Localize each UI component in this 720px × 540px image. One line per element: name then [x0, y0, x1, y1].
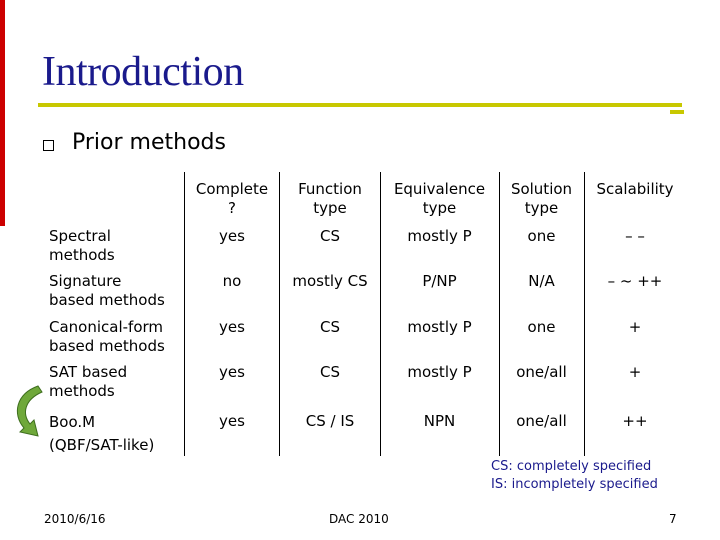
curved-arrow-icon: [16, 385, 43, 437]
table-row-label: Boo.M (QBF/SAT-like): [49, 413, 155, 454]
table-cell: NPN: [423, 412, 456, 430]
table-divider: [499, 172, 500, 456]
table-row-label: Spectral methods: [49, 227, 115, 264]
table-cell: mostly P: [407, 318, 472, 336]
table-cell: yes: [219, 227, 245, 245]
column-header-equivalence-type: Equivalence type: [393, 180, 486, 217]
table-cell: yes: [219, 363, 245, 381]
table-cell: yes: [219, 318, 245, 336]
bullet-text: Prior methods: [72, 130, 226, 155]
table-divider: [584, 172, 585, 456]
legend-note-is: IS: incompletely specified: [491, 477, 658, 492]
table-cell: P/NP: [422, 272, 457, 290]
table-row-label: Signature based methods: [49, 272, 165, 309]
legend-note-cs: CS: completely specified: [491, 459, 652, 474]
title-underline-accent: [670, 110, 684, 114]
column-header-solution-type: Solution type: [510, 180, 573, 217]
table-cell: CS: [320, 363, 340, 381]
table-divider: [380, 172, 381, 456]
column-header-complete: Complete?: [195, 180, 269, 217]
slide-title: Introduction: [42, 49, 244, 95]
column-header-function-type: Function type: [298, 180, 362, 217]
table-divider: [279, 172, 280, 456]
table-cell: CS / IS: [305, 412, 355, 430]
table-cell: CS: [320, 227, 340, 245]
table-cell: no: [222, 272, 242, 290]
table-cell: mostly P: [407, 363, 472, 381]
table-cell: CS: [320, 318, 340, 336]
title-underline: [38, 103, 682, 107]
table-cell: +: [628, 363, 642, 381]
footer-venue: DAC 2010: [329, 512, 389, 526]
table-cell: mostly CS: [292, 272, 368, 290]
table-row-label: Canonical-form based methods: [49, 318, 165, 355]
footer-date: 2010/6/16: [44, 512, 106, 526]
table-cell: ++: [622, 412, 648, 430]
table-row-label: SAT based methods: [49, 363, 128, 400]
table-cell: one/all: [516, 412, 567, 430]
table-cell: +: [628, 318, 642, 336]
table-cell: – ~ ++: [607, 272, 663, 290]
table-cell: one/all: [516, 363, 567, 381]
page-number: 7: [669, 512, 677, 526]
bullet-square-icon: [43, 140, 54, 151]
table-cell: yes: [219, 412, 245, 430]
table-cell: N/A: [528, 272, 555, 290]
table-cell: one: [527, 318, 556, 336]
accent-bar: [0, 0, 5, 226]
column-header-scalability: Scalability: [596, 180, 674, 198]
table-cell: one: [527, 227, 556, 245]
table-cell: mostly P: [407, 227, 472, 245]
table-divider: [184, 172, 185, 456]
table-cell: – –: [625, 227, 645, 245]
